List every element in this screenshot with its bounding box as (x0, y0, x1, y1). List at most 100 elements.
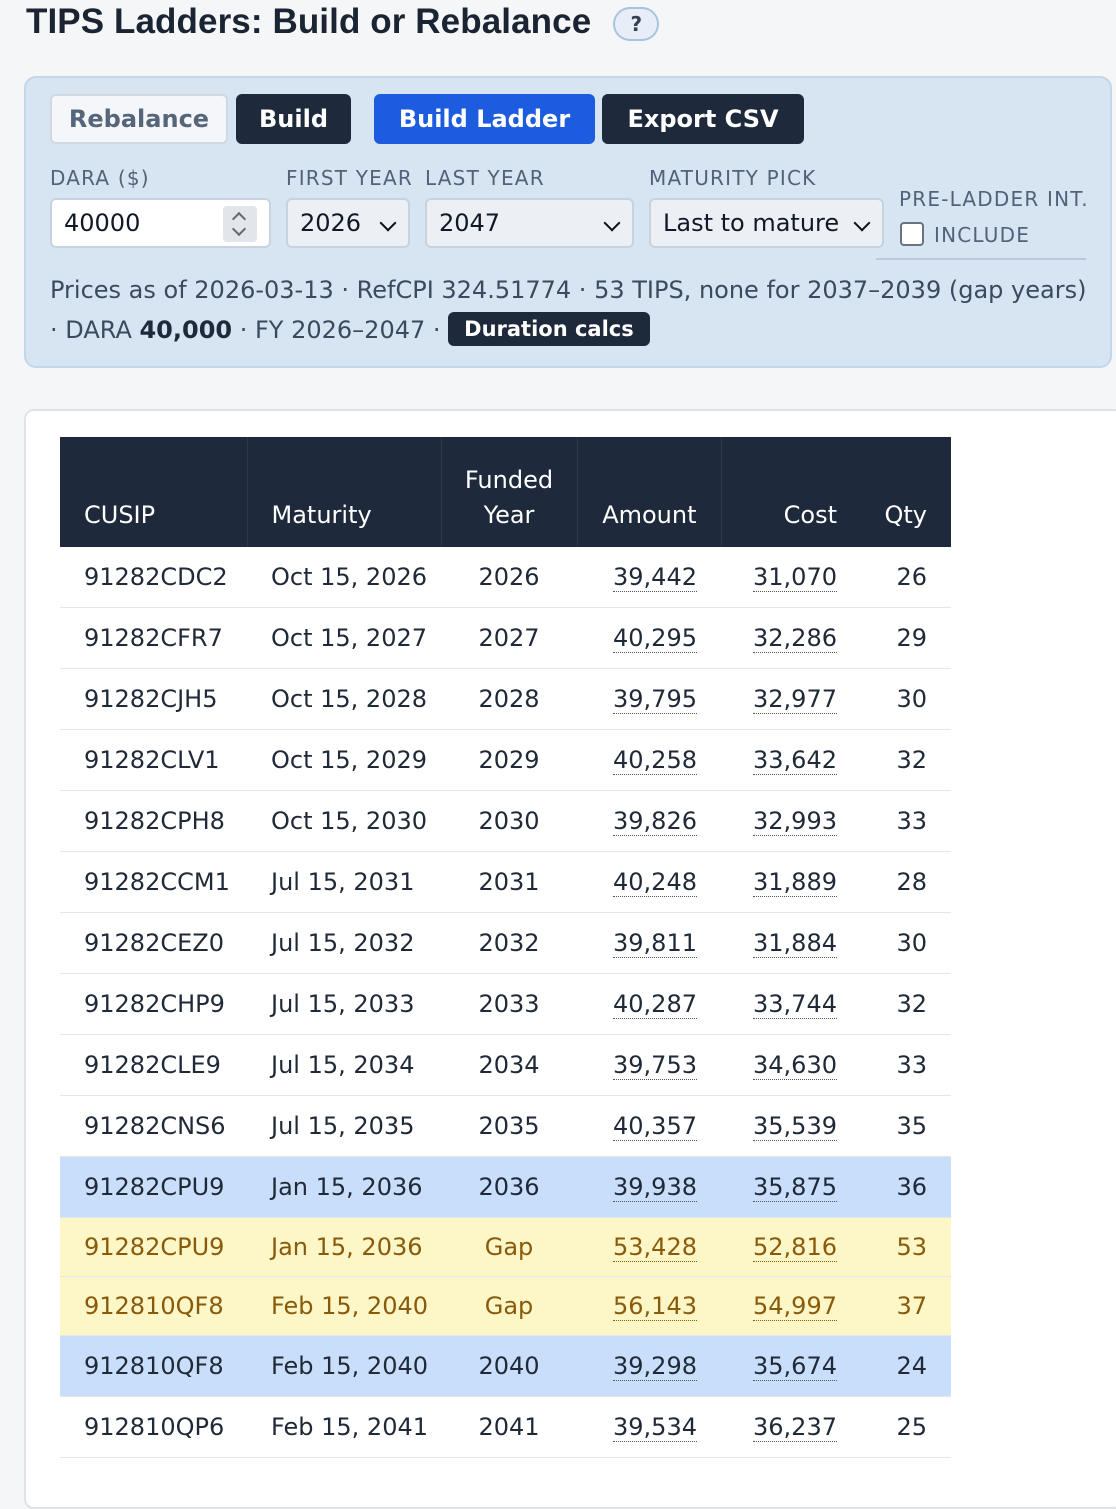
controls-panel: Rebalance Build Build Ladder Export CSV … (24, 76, 1112, 368)
cell-funded-year: 2036 (441, 1156, 577, 1218)
cell-cost-value[interactable]: 31,889 (753, 868, 837, 897)
cell-cost-value[interactable]: 31,884 (753, 929, 837, 958)
dara-spinner[interactable] (223, 206, 257, 242)
cell-maturity-value: Feb 15, 2040 (271, 1292, 428, 1320)
header-cusip[interactable]: CUSIP (60, 437, 248, 547)
table-row: 91282CDC2 Oct 15, 2026 2026 39,442 31,070 26 (60, 547, 951, 608)
header-maturity[interactable]: Maturity (247, 437, 442, 547)
cell-qty: 30 (861, 912, 951, 974)
cell-qty: 53 (861, 1217, 951, 1277)
cell-qty-value: 36 (896, 1173, 927, 1201)
cell-cost-value[interactable]: 54,997 (753, 1292, 837, 1321)
cell-amount-value[interactable]: 40,258 (613, 746, 697, 775)
cell-amount-value[interactable]: 39,811 (613, 929, 697, 958)
cell-amount-value[interactable]: 40,295 (613, 624, 697, 653)
cell-cost-value[interactable]: 35,539 (753, 1112, 837, 1141)
cell-funded-year-value: 2031 (478, 868, 540, 896)
cell-qty-value: 24 (896, 1352, 927, 1380)
cell-amount-value[interactable]: 39,938 (613, 1173, 697, 1202)
cell-cusip-value: 91282CNS6 (84, 1112, 226, 1140)
cell-amount-value[interactable]: 39,826 (613, 807, 697, 836)
cell-maturity: Jul 15, 2035 (247, 1095, 441, 1157)
cell-cost-value[interactable]: 35,875 (753, 1173, 837, 1202)
spin-down-icon (231, 221, 247, 237)
cell-amount-value[interactable]: 39,298 (613, 1352, 697, 1381)
header-amount[interactable]: Amount (577, 437, 722, 547)
cell-cost: 35,875 (721, 1156, 861, 1218)
dara-input[interactable]: 40000 (50, 198, 271, 248)
table-row: 912810QF8 Feb 15, 2040 Gap 56,143 54,997 37 (60, 1276, 951, 1336)
first-year-select[interactable]: 2026 (286, 198, 410, 248)
cell-maturity-value: Jul 15, 2032 (271, 929, 415, 957)
cell-cost-value[interactable]: 52,816 (753, 1233, 837, 1262)
dara-amount: 40,000 (139, 316, 233, 344)
cell-amount-value[interactable]: 39,753 (613, 1051, 697, 1080)
cell-cost-value[interactable]: 34,630 (753, 1051, 837, 1080)
cell-amount: 40,295 (577, 607, 721, 669)
cell-qty-value: 53 (896, 1233, 927, 1261)
cell-cusip-value: 912810QP6 (84, 1413, 225, 1441)
cell-cost-value[interactable]: 32,286 (753, 624, 837, 653)
cell-maturity-value: Oct 15, 2028 (271, 685, 427, 713)
cell-qty: 36 (861, 1156, 951, 1218)
cell-maturity: Oct 15, 2030 (247, 790, 441, 852)
cell-cost-value[interactable]: 36,237 (753, 1413, 837, 1442)
cell-cost: 35,674 (721, 1335, 861, 1397)
cell-qty-value: 37 (896, 1292, 927, 1320)
cell-qty: 32 (861, 973, 951, 1035)
table-row: 91282CEZ0 Jul 15, 2032 2032 39,811 31,884 30 (60, 912, 951, 974)
cell-funded-year-value: Gap (484, 1292, 534, 1320)
cell-cost-value[interactable]: 32,977 (753, 685, 837, 714)
cell-cost-value[interactable]: 33,642 (753, 746, 837, 775)
maturity-pick-select[interactable]: Last to mature (649, 198, 884, 248)
cell-qty-value: 33 (896, 807, 927, 835)
cell-funded-year: 2028 (441, 668, 577, 730)
cell-cost: 31,070 (721, 547, 861, 608)
cell-cusip-value: 91282CJH5 (84, 685, 218, 713)
cell-amount: 39,534 (577, 1396, 721, 1458)
cell-cost-value[interactable]: 35,674 (753, 1352, 837, 1381)
cell-cost-value[interactable]: 33,744 (753, 990, 837, 1019)
cell-cost-value[interactable]: 32,993 (753, 807, 837, 836)
export-csv-button[interactable]: Export CSV (602, 94, 804, 144)
cell-amount-value[interactable]: 39,442 (613, 563, 697, 592)
cell-cusip: 912810QF8 (60, 1335, 247, 1397)
cell-qty: 32 (861, 729, 951, 791)
cell-funded-year-value: 2034 (478, 1051, 540, 1079)
header-cost[interactable]: Cost (721, 437, 861, 547)
duration-calcs-button[interactable]: Duration calcs (448, 312, 650, 346)
cell-maturity-value: Oct 15, 2030 (271, 807, 427, 835)
build-ladder-button[interactable]: Build Ladder (374, 94, 595, 144)
header-funded-line2: Year (483, 501, 535, 529)
cell-amount-value[interactable]: 53,428 (613, 1233, 697, 1262)
table-row: 91282CPU9 Jan 15, 2036 2036 39,938 35,875 36 (60, 1156, 951, 1218)
table-header-row: CUSIP Maturity Funded Year Amount Cost Qt… (60, 437, 951, 547)
cell-amount-value[interactable]: 56,143 (613, 1292, 697, 1321)
header-qty[interactable]: Qty (861, 437, 951, 547)
rebalance-button[interactable]: Rebalance (50, 94, 228, 144)
cell-amount-value[interactable]: 40,248 (613, 868, 697, 897)
last-year-label: LAST YEAR (425, 166, 545, 190)
cell-cost: 33,642 (721, 729, 861, 791)
cell-cost-value[interactable]: 31,070 (753, 563, 837, 592)
cell-maturity: Oct 15, 2026 (247, 547, 441, 608)
build-button[interactable]: Build (236, 94, 351, 144)
header-funded-year[interactable]: Funded Year (441, 437, 578, 547)
cell-amount-value[interactable]: 39,534 (613, 1413, 697, 1442)
last-year-select[interactable]: 2047 (425, 198, 634, 248)
table-row: 912810QP6 Feb 15, 2041 2041 39,534 36,237 25 (60, 1396, 951, 1458)
help-button[interactable]: ? (613, 7, 660, 41)
cell-funded-year-value: 2028 (478, 685, 540, 713)
cell-qty: 24 (861, 1335, 951, 1397)
cell-amount-value[interactable]: 39,795 (613, 685, 697, 714)
cell-amount: 39,811 (577, 912, 721, 974)
cell-maturity: Oct 15, 2029 (247, 729, 441, 791)
include-checkbox[interactable] (900, 222, 924, 246)
cell-amount-value[interactable]: 40,357 (613, 1112, 697, 1141)
cell-amount-value[interactable]: 40,287 (613, 990, 697, 1019)
cell-cost: 36,237 (721, 1396, 861, 1458)
cell-amount: 39,753 (577, 1034, 721, 1096)
cell-qty: 26 (861, 547, 951, 608)
cell-cost: 35,539 (721, 1095, 861, 1157)
cell-qty-value: 30 (896, 929, 927, 957)
